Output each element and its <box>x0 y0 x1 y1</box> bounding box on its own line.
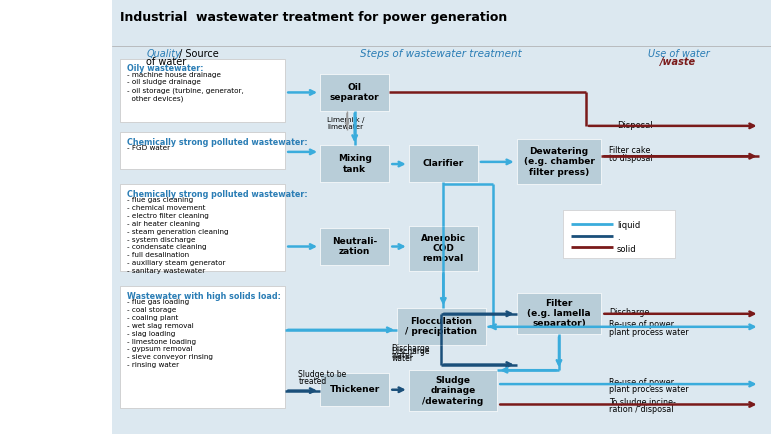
Text: - machine house drainage: - machine house drainage <box>127 72 221 78</box>
Text: Sludge to be: Sludge to be <box>298 370 347 379</box>
FancyBboxPatch shape <box>120 59 285 122</box>
Text: Disposal: Disposal <box>617 121 652 130</box>
Text: Thickener: Thickener <box>329 385 380 394</box>
Text: water: water <box>392 351 414 360</box>
Text: other devices): other devices) <box>127 95 183 102</box>
Text: - oil sludge drainage: - oil sludge drainage <box>127 79 201 85</box>
Text: - flue gas loading: - flue gas loading <box>127 299 190 306</box>
Text: - rinsing water: - rinsing water <box>127 362 180 368</box>
Text: - coal storage: - coal storage <box>127 307 177 313</box>
Text: solid: solid <box>617 245 636 254</box>
FancyBboxPatch shape <box>517 293 601 334</box>
Text: Wastewater with high solids load:: Wastewater with high solids load: <box>127 292 281 301</box>
Text: - air heater cleaning: - air heater cleaning <box>127 221 200 227</box>
Text: /waste: /waste <box>661 57 696 67</box>
Text: - condensate cleaning: - condensate cleaning <box>127 244 207 250</box>
Text: Discharge: Discharge <box>609 308 649 317</box>
Text: Oil
separator: Oil separator <box>330 82 379 102</box>
Text: plant process water: plant process water <box>609 328 689 337</box>
FancyBboxPatch shape <box>409 226 478 271</box>
Text: Re-use of power: Re-use of power <box>609 320 674 329</box>
Text: Chemically strong polluted wastewater:: Chemically strong polluted wastewater: <box>127 190 308 199</box>
Text: Re-use of power: Re-use of power <box>609 378 674 387</box>
Text: of water: of water <box>146 57 187 67</box>
Text: Industrial  wastewater treatment for power generation: Industrial wastewater treatment for powe… <box>120 11 507 24</box>
Text: Flocculation
/ precipitation: Flocculation / precipitation <box>406 317 477 336</box>
Text: - full desalination: - full desalination <box>127 252 190 258</box>
FancyBboxPatch shape <box>320 145 389 182</box>
Text: ration / disposal: ration / disposal <box>609 405 674 414</box>
Text: - wet slag removal: - wet slag removal <box>127 323 194 329</box>
Text: Sludge
drainage
/dewatering: Sludge drainage /dewatering <box>423 376 483 406</box>
Text: Chemically strong polluted wastewater:: Chemically strong polluted wastewater: <box>127 138 308 147</box>
Text: - slag loading: - slag loading <box>127 331 176 337</box>
FancyBboxPatch shape <box>409 145 478 182</box>
Text: - limestone loading: - limestone loading <box>127 339 197 345</box>
Text: - steam generation cleaning: - steam generation cleaning <box>127 229 229 235</box>
Text: Neutrali-
zation: Neutrali- zation <box>332 237 377 256</box>
Text: Discharge: Discharge <box>392 347 430 356</box>
FancyBboxPatch shape <box>320 228 389 265</box>
Text: To sludge incine-: To sludge incine- <box>609 398 676 407</box>
Text: Steps of wastewater treatment: Steps of wastewater treatment <box>360 49 522 59</box>
FancyBboxPatch shape <box>320 74 389 111</box>
Text: - system discharge: - system discharge <box>127 237 196 243</box>
Text: - FGD water: - FGD water <box>127 145 170 151</box>
FancyBboxPatch shape <box>397 308 486 345</box>
Text: plant process water: plant process water <box>609 385 689 394</box>
Text: - sieve conveyor rinsing: - sieve conveyor rinsing <box>127 354 214 360</box>
Text: limewater: limewater <box>327 124 363 130</box>
Text: treated: treated <box>298 377 327 386</box>
Text: - flue gas cleaning: - flue gas cleaning <box>127 197 194 204</box>
Text: Limemilk /: Limemilk / <box>327 117 365 123</box>
Text: .: . <box>617 233 619 242</box>
Text: Dewatering
(e.g. chamber
filter press): Dewatering (e.g. chamber filter press) <box>524 147 594 177</box>
FancyBboxPatch shape <box>409 370 497 411</box>
Text: Discharge: Discharge <box>392 344 430 353</box>
FancyBboxPatch shape <box>120 184 285 271</box>
Text: - oil storage (turbine, generator,: - oil storage (turbine, generator, <box>127 87 244 94</box>
Text: / Source: / Source <box>179 49 219 59</box>
Text: Filter cake: Filter cake <box>609 146 651 155</box>
Text: Anerobic
COD
removal: Anerobic COD removal <box>421 233 466 263</box>
Text: water: water <box>392 354 414 363</box>
Text: - electro filter cleaning: - electro filter cleaning <box>127 213 209 219</box>
FancyBboxPatch shape <box>563 210 675 258</box>
Text: - gypsum removal: - gypsum removal <box>127 346 193 352</box>
Text: Mixing
tank: Mixing tank <box>338 154 372 174</box>
FancyBboxPatch shape <box>120 132 285 169</box>
Text: Filter
(e.g. lamella
separator): Filter (e.g. lamella separator) <box>527 299 591 329</box>
Text: Quality: Quality <box>146 49 181 59</box>
Text: Oily wastewater:: Oily wastewater: <box>127 64 204 73</box>
FancyBboxPatch shape <box>120 286 285 408</box>
Text: liquid: liquid <box>617 221 640 230</box>
Text: Clarifier: Clarifier <box>423 159 464 168</box>
FancyBboxPatch shape <box>112 0 771 434</box>
Text: - chemical movement: - chemical movement <box>127 205 206 211</box>
FancyBboxPatch shape <box>517 139 601 184</box>
Text: - coaling plant: - coaling plant <box>127 315 179 321</box>
FancyBboxPatch shape <box>320 373 389 406</box>
Text: - sanitary wastewater: - sanitary wastewater <box>127 268 205 274</box>
Text: to disposal: to disposal <box>609 154 653 163</box>
Text: Use of water: Use of water <box>648 49 709 59</box>
Text: - auxiliary steam generator: - auxiliary steam generator <box>127 260 226 266</box>
